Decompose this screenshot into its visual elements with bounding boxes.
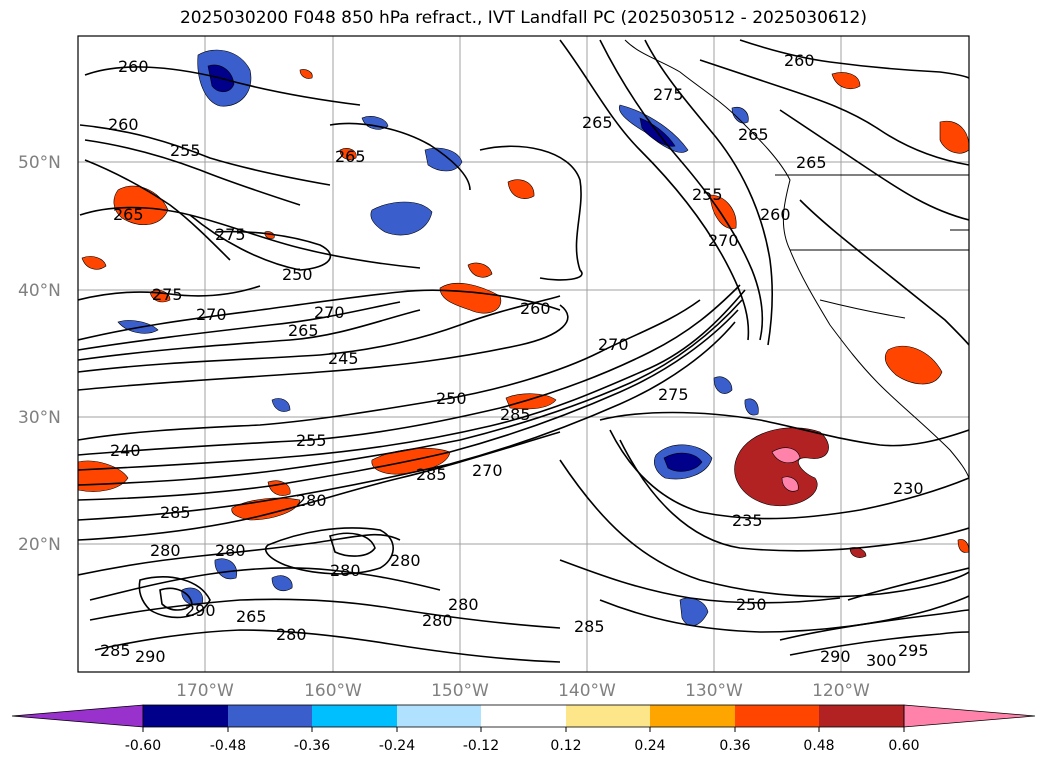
contour-label: 275 xyxy=(152,285,183,304)
lon-label: 130°W xyxy=(685,681,743,701)
contour-label: 285 xyxy=(100,641,131,660)
contour-label: 255 xyxy=(296,431,327,450)
colorbar-segment xyxy=(481,705,566,727)
lon-label: 150°W xyxy=(431,681,489,701)
lat-lon-gridlines xyxy=(78,36,969,672)
contour-label: 250 xyxy=(436,389,467,408)
contour-label: 280 xyxy=(390,551,421,570)
contour-label: 290 xyxy=(185,601,216,620)
contour-label: 265 xyxy=(335,147,366,166)
colorbar-tick-label: 0.60 xyxy=(888,738,919,754)
colorbar-outline xyxy=(142,704,905,728)
contour-label: 260 xyxy=(784,51,815,70)
contour-label: 280 xyxy=(422,611,453,630)
lat-label: 40°N xyxy=(18,281,61,301)
map-frame xyxy=(77,35,970,673)
contour-label: 275 xyxy=(658,385,689,404)
contour-label: 280 xyxy=(276,625,307,644)
lat-label: 30°N xyxy=(18,408,61,428)
contour-label: 280 xyxy=(150,541,181,560)
colorbar-tick-label: 0.24 xyxy=(634,738,665,754)
contour-label: 265 xyxy=(288,321,319,340)
colorbar-tick-label: 0.48 xyxy=(803,738,834,754)
contour-label: 285 xyxy=(160,503,191,522)
contour-label: 295 xyxy=(898,641,929,660)
lon-label: 120°W xyxy=(812,681,870,701)
contour-label: 260 xyxy=(520,299,551,318)
contour-label: 250 xyxy=(282,265,313,284)
contour-label: 270 xyxy=(598,335,629,354)
contour-label: 230 xyxy=(893,479,924,498)
contour-label: 290 xyxy=(135,647,166,666)
map-title: 2025030200 F048 850 hPa refract., IVT La… xyxy=(179,8,867,28)
contour-label: 245 xyxy=(328,349,359,368)
latitude-labels: 50°N 40°N 30°N 20°N xyxy=(18,153,61,555)
contour-label: 270 xyxy=(196,305,227,324)
contour-label: 265 xyxy=(582,113,613,132)
contour-label: 270 xyxy=(314,303,345,322)
lat-label: 50°N xyxy=(18,153,61,173)
lon-label: 140°W xyxy=(558,681,616,701)
colorbar-tick-label: 0.12 xyxy=(550,738,581,754)
colorbar-segment xyxy=(228,705,312,727)
contour-label: 285 xyxy=(574,617,605,636)
contour-label: 235 xyxy=(732,511,763,530)
contour-label-group: 260 260 255 265 265 275 250 275 270 265 … xyxy=(100,51,929,670)
contour-label: 265 xyxy=(796,153,827,172)
colorbar-segment xyxy=(650,705,735,727)
contour-label: 255 xyxy=(170,141,201,160)
colorbar-segment xyxy=(735,705,819,727)
contour-label: 265 xyxy=(113,205,144,224)
contour-label: 255 xyxy=(692,185,723,204)
contour-label: 280 xyxy=(448,595,479,614)
contour-label: 275 xyxy=(653,85,684,104)
contour-label: 265 xyxy=(236,607,267,626)
contour-label: 290 xyxy=(820,647,851,666)
contour-label: 270 xyxy=(708,231,739,250)
colorbar-extend-right xyxy=(903,704,1036,728)
contour-label: 260 xyxy=(118,57,149,76)
colorbar-segment xyxy=(819,705,904,727)
contour-label: 285 xyxy=(416,465,447,484)
contour-label: 250 xyxy=(736,595,767,614)
lon-label: 170°W xyxy=(176,681,234,701)
colorbar-segment xyxy=(397,705,481,727)
colorbar-tick-label: -0.24 xyxy=(379,738,415,754)
contour-label: 275 xyxy=(215,225,246,244)
colorbar: -0.60 -0.48 -0.36 -0.24 -0.12 0.12 0.24 … xyxy=(11,704,1036,754)
contour-label: 280 xyxy=(330,561,361,580)
colorbar-tick-label: -0.48 xyxy=(210,738,246,754)
contour-label: 300 xyxy=(866,651,897,670)
colorbar-tick-label: -0.36 xyxy=(294,738,330,754)
contour-label: 265 xyxy=(738,125,769,144)
contour-label: 280 xyxy=(215,541,246,560)
colorbar-segment xyxy=(312,705,397,727)
colorbar-segment xyxy=(566,705,650,727)
contour-label: 260 xyxy=(760,205,791,224)
colorbar-tick-label: -0.12 xyxy=(463,738,499,754)
contour-label: 270 xyxy=(472,461,503,480)
contour-label: 285 xyxy=(500,405,531,424)
contour-label: 280 xyxy=(296,491,327,510)
contour-label: 240 xyxy=(110,441,141,460)
colorbar-extend-left xyxy=(11,704,144,728)
longitude-labels: 170°W 160°W 150°W 140°W 130°W 120°W xyxy=(176,681,870,701)
coastline-north-america xyxy=(624,39,969,479)
map-panel xyxy=(78,36,969,672)
colorbar-segment xyxy=(143,705,228,727)
contour-lines xyxy=(78,39,969,663)
lat-label: 20°N xyxy=(18,535,61,555)
lon-label: 160°W xyxy=(304,681,362,701)
colorbar-tick-label: -0.60 xyxy=(125,738,161,754)
contour-label: 260 xyxy=(108,115,139,134)
colorbar-tick-label: 0.36 xyxy=(719,738,750,754)
